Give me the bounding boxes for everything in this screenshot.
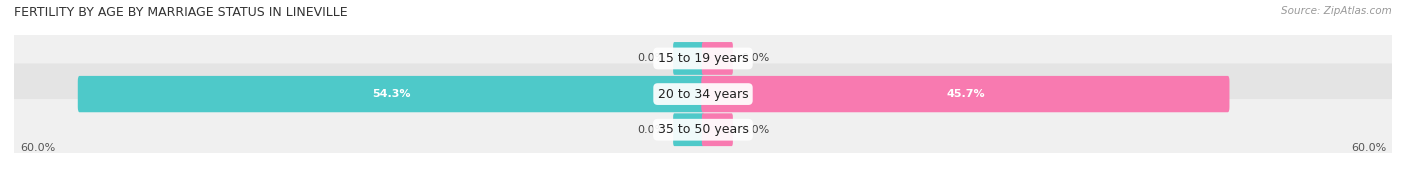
- FancyBboxPatch shape: [10, 28, 1396, 89]
- FancyBboxPatch shape: [10, 64, 1396, 125]
- FancyBboxPatch shape: [10, 99, 1396, 160]
- Text: 15 to 19 years: 15 to 19 years: [658, 52, 748, 65]
- Legend: Married, Unmarried: Married, Unmarried: [620, 192, 786, 196]
- Text: 60.0%: 60.0%: [1351, 143, 1386, 153]
- FancyBboxPatch shape: [702, 113, 733, 146]
- FancyBboxPatch shape: [673, 113, 704, 146]
- Text: 0.0%: 0.0%: [637, 125, 665, 135]
- Text: 0.0%: 0.0%: [741, 54, 769, 64]
- Text: 45.7%: 45.7%: [946, 89, 984, 99]
- FancyBboxPatch shape: [702, 76, 1229, 112]
- Text: 60.0%: 60.0%: [20, 143, 55, 153]
- Text: 54.3%: 54.3%: [373, 89, 411, 99]
- Text: 0.0%: 0.0%: [637, 54, 665, 64]
- Text: Source: ZipAtlas.com: Source: ZipAtlas.com: [1281, 6, 1392, 16]
- FancyBboxPatch shape: [673, 42, 704, 75]
- Text: 0.0%: 0.0%: [741, 125, 769, 135]
- Text: FERTILITY BY AGE BY MARRIAGE STATUS IN LINEVILLE: FERTILITY BY AGE BY MARRIAGE STATUS IN L…: [14, 6, 347, 19]
- Text: 20 to 34 years: 20 to 34 years: [658, 88, 748, 101]
- FancyBboxPatch shape: [702, 42, 733, 75]
- Text: 35 to 50 years: 35 to 50 years: [658, 123, 748, 136]
- FancyBboxPatch shape: [77, 76, 704, 112]
